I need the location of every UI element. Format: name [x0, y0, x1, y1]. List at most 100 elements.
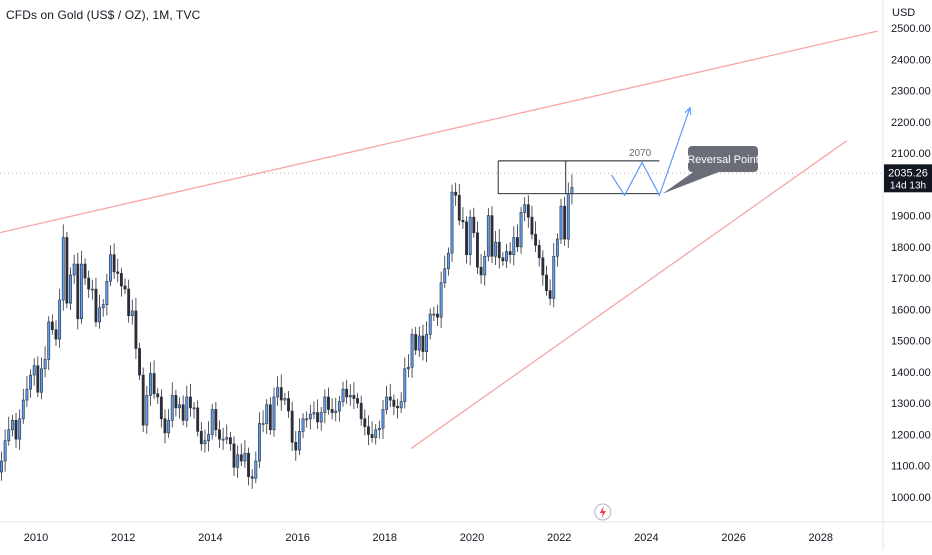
x-tick-label: 2012 [111, 532, 135, 544]
candle-body [508, 251, 512, 255]
candle-body [337, 401, 341, 412]
price-badge-countdown: 14d 13h [890, 180, 926, 191]
upper-trendline [0, 30, 878, 234]
candle-body [236, 454, 240, 468]
candle-body [69, 274, 72, 304]
candle-body [3, 440, 7, 462]
candle-body [330, 409, 334, 413]
candle-body [87, 277, 91, 290]
candle-body [61, 237, 65, 301]
candle-body [312, 412, 316, 415]
candle-body [109, 254, 112, 282]
y-tick-label: 1100.00 [891, 461, 930, 473]
candle-body [450, 191, 454, 254]
currency-label: USD [892, 7, 915, 19]
candle-body [181, 404, 185, 421]
candle-body [297, 431, 301, 451]
candle-body [40, 368, 43, 393]
candle-body [156, 393, 160, 398]
candle-body [392, 399, 396, 407]
candle-body [327, 396, 330, 410]
y-tick-label: 2300.00 [891, 86, 931, 98]
candle-body [50, 321, 54, 331]
candle-body [83, 263, 87, 279]
candle-body [203, 440, 207, 445]
candle-body [163, 418, 167, 434]
candle-body [526, 204, 530, 218]
candle-body [570, 187, 574, 195]
candle-body [25, 388, 29, 401]
candle-body [283, 398, 287, 401]
candle-body [196, 407, 200, 432]
candle-body [134, 310, 138, 349]
candle-body [119, 273, 123, 287]
y-tick-label: 1200.00 [891, 429, 931, 441]
candle-body [174, 395, 178, 409]
candle-body [552, 255, 556, 299]
x-tick-label: 2028 [809, 532, 833, 544]
candle-body [490, 215, 494, 257]
candle-body [457, 194, 461, 221]
candle-body [399, 401, 403, 409]
callout-pointer [662, 170, 724, 194]
candle-body [14, 420, 18, 440]
candle-body [228, 437, 232, 445]
candle-body [465, 221, 468, 255]
candle-body [192, 407, 196, 410]
candle-body [348, 395, 352, 398]
candle-body [170, 395, 174, 421]
candle-body [279, 387, 283, 401]
candle-body [272, 396, 276, 431]
candle-body [21, 399, 25, 420]
x-tick-label: 2020 [460, 532, 484, 544]
candle-body [290, 410, 294, 443]
candle-body [559, 205, 563, 240]
candle-body [268, 404, 272, 431]
candle-body [207, 434, 211, 442]
candle-body [18, 418, 22, 440]
candle-body [341, 388, 345, 402]
candle-body [79, 263, 83, 320]
candle-body [199, 431, 203, 445]
candle-body [494, 241, 498, 257]
candle-body [308, 413, 312, 420]
candle-body [7, 429, 11, 442]
candle-body [250, 476, 254, 479]
candle-body [254, 460, 258, 479]
candle-body [145, 395, 149, 426]
candle-body [178, 404, 181, 409]
candle-body [563, 205, 567, 240]
candle-body [138, 348, 141, 376]
candle-body [305, 418, 309, 421]
price-badge [884, 164, 932, 193]
candle-body [98, 307, 102, 323]
x-tick-label: 2016 [285, 532, 309, 544]
y-tick-label: 2100.00 [891, 148, 931, 160]
candle-body [541, 257, 545, 276]
candle-body [76, 263, 80, 320]
candle-body [105, 280, 109, 306]
y-tick-label: 1300.00 [891, 398, 931, 410]
candle-body [323, 396, 327, 413]
candle-body [428, 313, 432, 335]
candle-body [210, 409, 214, 435]
candle-body [497, 241, 501, 259]
candle-body [47, 321, 51, 360]
candle-body [221, 438, 225, 441]
candle-body [94, 288, 98, 323]
lightning-icon [599, 506, 606, 518]
y-tick-label: 1900.00 [891, 211, 931, 223]
candle-body [359, 402, 363, 420]
candle-body [159, 396, 163, 420]
chart-title: CFDs on Gold (US$ / OZ), 1M, TVC [6, 8, 201, 22]
x-tick-label: 2014 [198, 532, 222, 544]
candle-body [443, 268, 447, 284]
candle-body [334, 410, 338, 413]
candle-body [406, 366, 410, 370]
candle-body [10, 420, 14, 431]
candle-body [123, 285, 127, 290]
candle-body [149, 373, 152, 396]
candle-body [294, 441, 298, 451]
